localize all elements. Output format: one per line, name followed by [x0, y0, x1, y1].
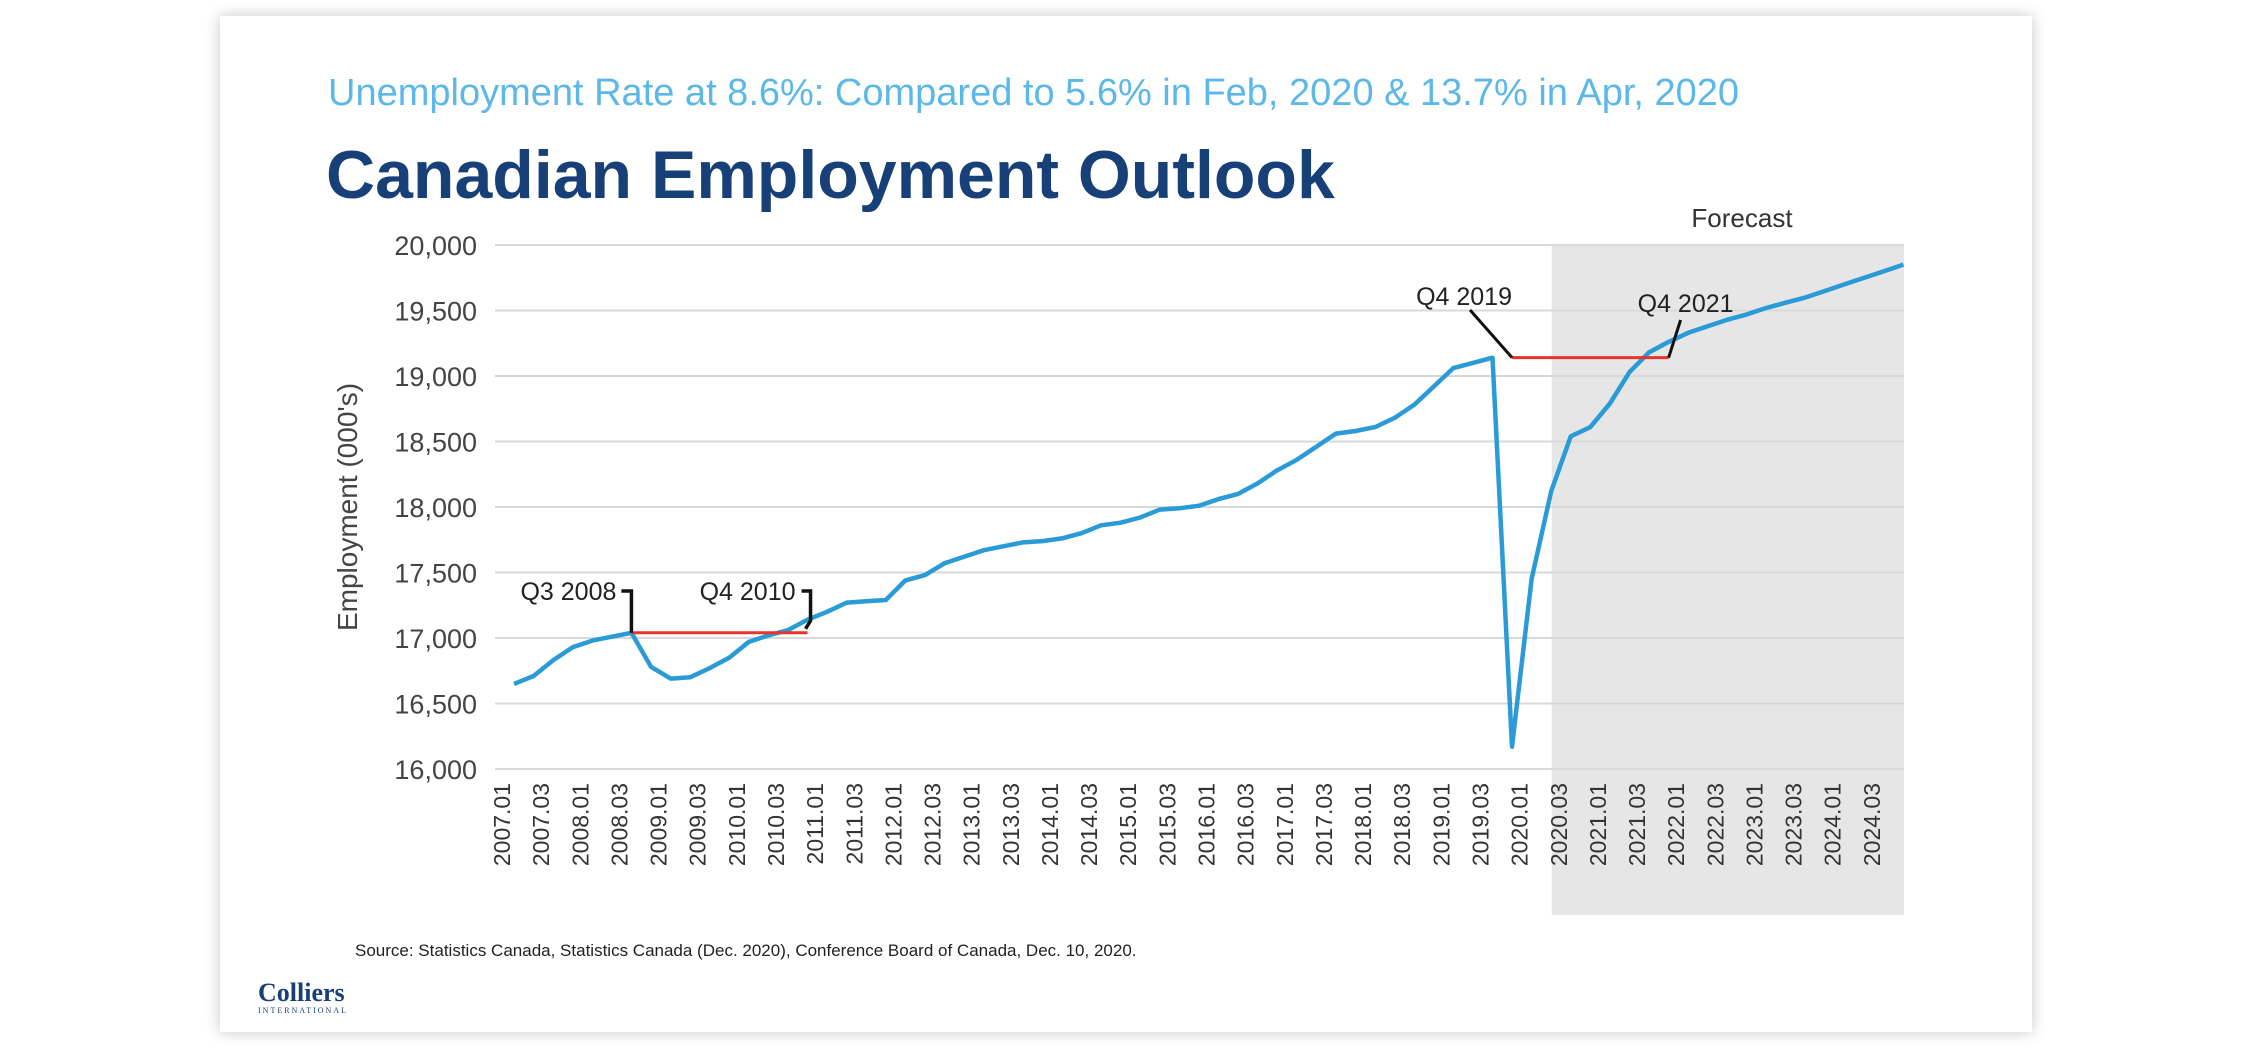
x-tick-label: 2018.01 [1350, 783, 1376, 866]
x-tick-label: 2021.03 [1624, 783, 1650, 866]
x-tick-label: 2015.03 [1154, 783, 1180, 866]
x-tick-label: 2011.01 [802, 783, 828, 864]
y-tick-label: 19,000 [394, 362, 477, 392]
y-tick-label: 16,000 [394, 755, 477, 785]
x-tick-label: 2017.01 [1272, 783, 1298, 866]
x-tick-label: 2011.03 [841, 783, 867, 864]
x-tick-label: 2022.01 [1663, 783, 1689, 866]
annotation-bracket [801, 589, 813, 630]
y-tick-label: 17,500 [394, 559, 477, 589]
x-tick-label: 2013.03 [998, 783, 1024, 866]
x-tick-label: 2022.03 [1702, 783, 1728, 866]
x-tick-label: 2007.01 [489, 783, 515, 866]
annotation-pointer [1468, 309, 1514, 359]
annotation-label: Q4 2021 [1638, 290, 1734, 318]
x-tick-label: 2020.01 [1507, 783, 1533, 866]
x-tick-label: 2010.01 [724, 783, 750, 866]
x-tick-label: 2009.03 [685, 783, 711, 866]
x-tick-label: 2008.03 [606, 783, 632, 866]
logo-name: Colliers [258, 978, 345, 1007]
x-tick-label: 2021.01 [1585, 783, 1611, 866]
x-tick-label: 2016.03 [1233, 783, 1259, 866]
y-tick-label: 18,500 [394, 428, 477, 458]
x-tick-label: 2007.03 [528, 783, 554, 866]
x-tick-label: 2017.03 [1311, 783, 1337, 866]
y-tick-label: 17,000 [394, 624, 477, 654]
x-tick-label: 2015.01 [1115, 783, 1141, 866]
y-axis-label: Employment (000's) [332, 383, 363, 631]
x-tick-label: 2019.01 [1428, 783, 1454, 866]
x-tick-label: 2009.01 [646, 783, 672, 866]
chart-subtitle: Unemployment Rate at 8.6%: Compared to 5… [328, 72, 1740, 114]
x-tick-label: 2019.03 [1467, 783, 1493, 866]
x-tick-label: 2018.03 [1389, 783, 1415, 866]
x-tick-label: 2008.01 [567, 783, 593, 866]
x-tick-label: 2013.01 [959, 783, 985, 866]
y-tick-label: 19,500 [394, 297, 477, 327]
x-tick-label: 2020.03 [1546, 783, 1572, 866]
y-tick-label: 18,000 [394, 493, 477, 523]
employment-series-line [513, 262, 1905, 749]
x-tick-label: 2016.01 [1194, 783, 1220, 866]
x-tick-label: 2024.01 [1820, 783, 1846, 866]
x-tick-label: 2012.01 [880, 783, 906, 866]
annotation-bracket [621, 589, 634, 633]
x-tick-label: 2014.01 [1037, 783, 1063, 866]
annotation-label: Q3 2008 [520, 578, 616, 606]
y-tick-label: 20,000 [394, 231, 477, 261]
x-tick-label: 2012.03 [920, 783, 946, 866]
annotation-pointer [1667, 319, 1683, 359]
annotation-label: Q4 2010 [700, 578, 796, 606]
forecast-label: Forecast [1691, 203, 1793, 233]
x-tick-label: 2024.03 [1859, 783, 1885, 866]
annotation-label: Q4 2019 [1416, 283, 1512, 311]
x-tick-label: 2023.03 [1781, 783, 1807, 866]
y-tick-label: 16,500 [394, 690, 477, 720]
x-tick-label: 2010.03 [763, 783, 789, 866]
x-tick-label: 2014.03 [1076, 783, 1102, 866]
logo-tagline: INTERNATIONAL [258, 1006, 348, 1015]
colliers-logo: Colliers INTERNATIONAL [258, 980, 348, 1016]
chart-title: Canadian Employment Outlook [326, 137, 1335, 213]
source-note: Source: Statistics Canada, Statistics Ca… [355, 941, 1137, 960]
x-tick-label: 2023.01 [1741, 783, 1767, 866]
